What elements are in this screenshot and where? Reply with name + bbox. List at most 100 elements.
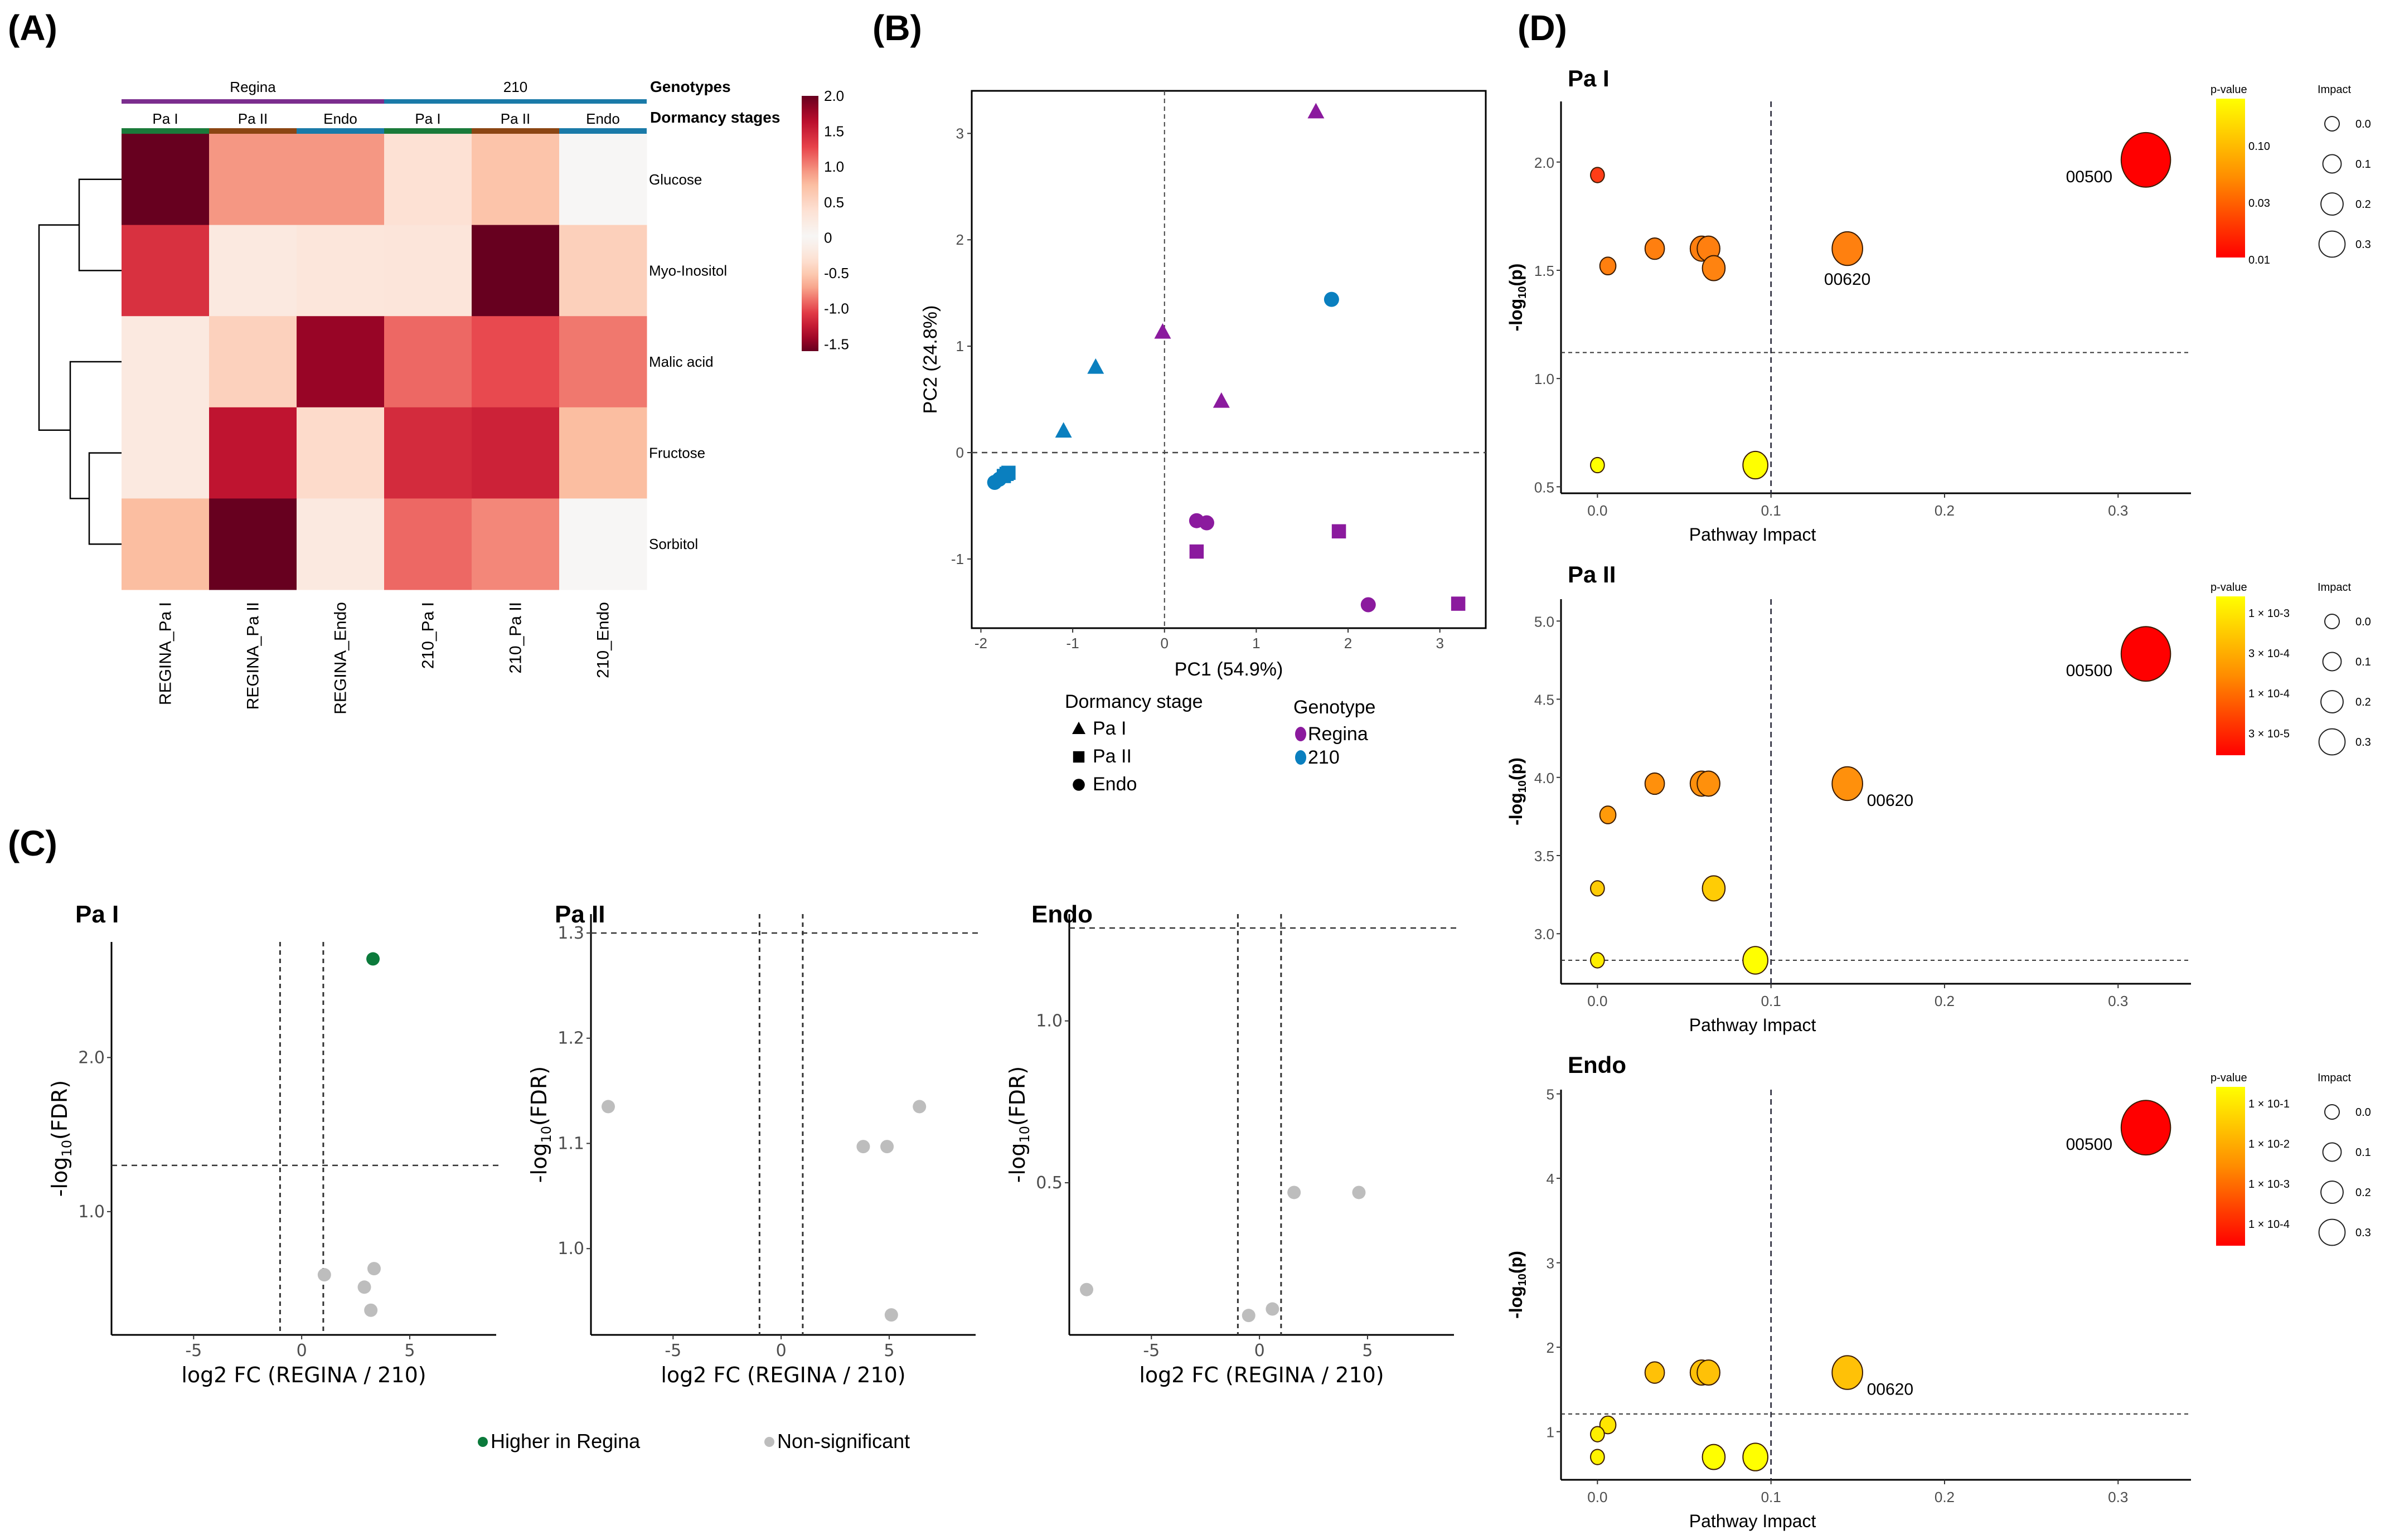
pathway-y-tick-label: 2.0 <box>1534 154 1554 171</box>
pathway-bubble <box>1742 450 1768 480</box>
impact-size-circle-icon <box>2320 690 2344 713</box>
impact-size-circle-icon <box>2324 116 2340 132</box>
pathway-bubble <box>1590 1449 1605 1465</box>
impact-legend-label: 0.0 <box>2355 616 2371 628</box>
pathway-y-tick-label: 3.0 <box>1534 926 1554 943</box>
volcano-y-tick-label: 2.0 <box>78 1048 105 1067</box>
pathway-bubble <box>1831 766 1863 801</box>
volcano-y-tick-label: 1.3 <box>558 924 584 943</box>
pca-y-tick-label: 3 <box>956 125 964 142</box>
heatmap-cell <box>297 225 385 317</box>
volcano-legend-label: Higher in Regina <box>491 1430 641 1452</box>
volcano-y-tick-label: 0.5 <box>1036 1173 1063 1193</box>
pathway-bubble <box>1702 255 1726 281</box>
pvalue-tick-label: 0.03 <box>2248 197 2270 210</box>
impact-size-circle-icon <box>2320 1180 2344 1204</box>
pathway-y-axis-title: -log10(p) <box>1506 264 1529 332</box>
pathway-label-00620: 00620 <box>1824 270 1870 289</box>
legend-dot-icon <box>764 1437 774 1447</box>
volcano-point <box>317 1268 331 1282</box>
volcano-y-axis-title: -log10(FDR) <box>47 1080 75 1197</box>
pvalue-legend-title: p-value <box>2211 84 2247 96</box>
pca-x-axis-title: PC1 (54.9%) <box>1175 659 1283 680</box>
heatmap-cell <box>559 225 647 317</box>
volcano-y-axis-title: -log10(FDR) <box>527 1066 554 1183</box>
heatmap-row-label: Malic acid <box>649 353 714 370</box>
pathway-y-tick-label: 4.5 <box>1534 692 1554 708</box>
legend-square-icon <box>1073 751 1085 763</box>
volcano-y-tick-label: 1.0 <box>558 1239 584 1259</box>
colorbar-tick-label: 1.0 <box>824 158 844 175</box>
pathway-bubble <box>1644 237 1665 260</box>
dormancy-color-bar <box>559 128 647 134</box>
dendrogram-branch <box>69 361 122 499</box>
pathway-bubble <box>1590 1426 1605 1442</box>
pca-y-tick-label: 2 <box>956 231 964 248</box>
pvalue-tick-label: 0.01 <box>2248 254 2270 266</box>
pvalue-tick-label: 0.10 <box>2248 140 2270 153</box>
pca-legend-shape-label: Pa I <box>1093 718 1126 739</box>
heatmap-cell <box>209 134 297 226</box>
pca-point <box>1154 323 1171 339</box>
pathway-bubble <box>1742 1442 1768 1471</box>
pathway-x-tick-label: 0.2 <box>1935 993 1955 1009</box>
volcano-point <box>884 1308 898 1322</box>
pca-plot-frame <box>971 90 1487 629</box>
pathway-x-tick-label: 0.0 <box>1587 1489 1607 1505</box>
volcano-plot-pa-i: Pa I -5 0 5 1.0 2.0 log2 FC (REGINA / 210) -log… <box>47 901 502 1387</box>
heatmap-cell <box>297 134 385 226</box>
volcano-plot-endo: Endo -5 0 5 0.5 1.0 log2 FC (REGINA / 210) -log… <box>1005 901 1460 1387</box>
pathway-plot-endo: Endo 0.0 0.1 0.2 0.3 1 2 3 4 5 Pathway Impact -log1… <box>1506 1052 2371 1531</box>
impact-legend-title: Impact <box>2318 84 2351 96</box>
heatmap-cell <box>209 316 297 408</box>
heatmap-cell <box>472 498 560 590</box>
heatmap-cell <box>559 407 647 499</box>
heatmap-cell <box>209 225 297 317</box>
pathway-x-axis-title: Pathway Impact <box>1689 1511 1816 1531</box>
pathway-y-tick-label: 4.0 <box>1534 770 1554 786</box>
genotypes-annotation-label: Genotypes <box>650 78 731 95</box>
dormancy-stage-label: Pa II <box>238 110 268 127</box>
volcano-point <box>1352 1186 1366 1199</box>
volcano-y-tick-label: 1.2 <box>558 1029 584 1048</box>
pathway-x-axis-title: Pathway Impact <box>1689 524 1816 545</box>
volcano-point <box>1287 1186 1301 1199</box>
pathway-panel: Pa I 0.0 0.1 0.2 0.3 0.5 1.0 1.5 2.0 Pathway Impa… <box>1506 65 2371 1531</box>
dormancy-color-bar <box>384 128 472 134</box>
heatmap-cell <box>122 225 210 317</box>
colorbar-tick-label: 1.5 <box>824 123 844 140</box>
pathway-y-tick-label: 3 <box>1547 1255 1554 1272</box>
impact-legend-label: 0.3 <box>2355 1227 2371 1239</box>
heatmap-cell <box>472 225 560 317</box>
impact-legend-label: 0.1 <box>2355 158 2371 171</box>
colorbar-tick-label: 0 <box>824 229 832 246</box>
pvalue-tick-label: 1 × 10-4 <box>2248 1218 2290 1231</box>
volcano-point <box>1080 1282 1094 1296</box>
pca-point <box>1213 392 1230 408</box>
volcano-title: Pa II <box>555 901 605 928</box>
pathway-y-tick-label: 3.5 <box>1534 848 1554 864</box>
genotype-color-bar <box>122 99 384 104</box>
volcano-x-tick-label: -5 <box>665 1341 681 1361</box>
volcano-point <box>364 1303 378 1317</box>
heatmap-cell <box>209 407 297 499</box>
pca-x-tick-label: 2 <box>1344 635 1352 652</box>
volcano-plot-pa-ii: Pa II -5 0 5 1.0 1.1 1.2 1.3 log2 FC (REGINA / 2… <box>527 901 981 1387</box>
volcano-legend-label: Non-significant <box>777 1430 910 1452</box>
volcano-point <box>913 1100 927 1114</box>
heatmap-row-label: Glucose <box>649 171 702 188</box>
pathway-bubble <box>1696 1359 1720 1386</box>
volcano-x-axis-title: log2 FC (REGINA / 210) <box>661 1363 905 1387</box>
heatmap-cell <box>297 407 385 499</box>
pca-legend-color-title: Genotype <box>1293 697 1375 718</box>
impact-legend-title: Impact <box>2318 1072 2351 1084</box>
pathway-bubble <box>1831 1355 1863 1390</box>
pathway-bubble <box>1599 805 1617 824</box>
panel-label-a: (A) <box>8 8 57 48</box>
pca-x-tick-label: -1 <box>1067 635 1079 652</box>
pca-y-tick-label: 1 <box>956 338 964 354</box>
impact-size-circle-icon <box>2322 154 2342 174</box>
volcano-point <box>880 1140 894 1154</box>
heatmap-cell <box>122 407 210 499</box>
pathway-y-tick-label: 0.5 <box>1534 479 1554 495</box>
